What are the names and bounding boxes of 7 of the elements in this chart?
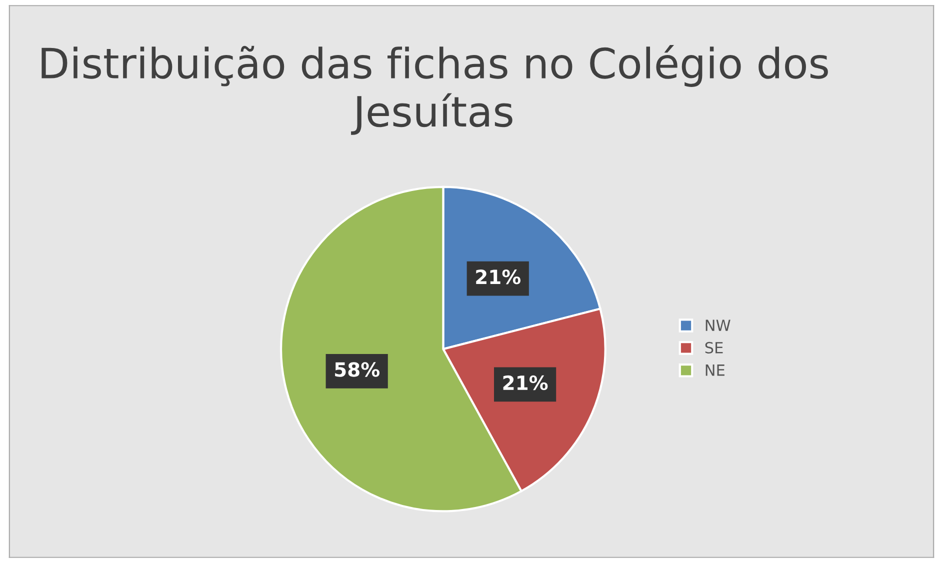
legend-label: NW xyxy=(706,320,730,331)
data-label: 21% xyxy=(476,270,521,284)
chart-title: Distribuição das fichas no Colégio dos Jesuítas xyxy=(42,44,828,135)
legend-label: NE xyxy=(706,364,724,376)
data-label: 21% xyxy=(503,375,548,390)
data-label: 58% xyxy=(335,362,380,377)
legend-label: SE xyxy=(705,342,723,354)
